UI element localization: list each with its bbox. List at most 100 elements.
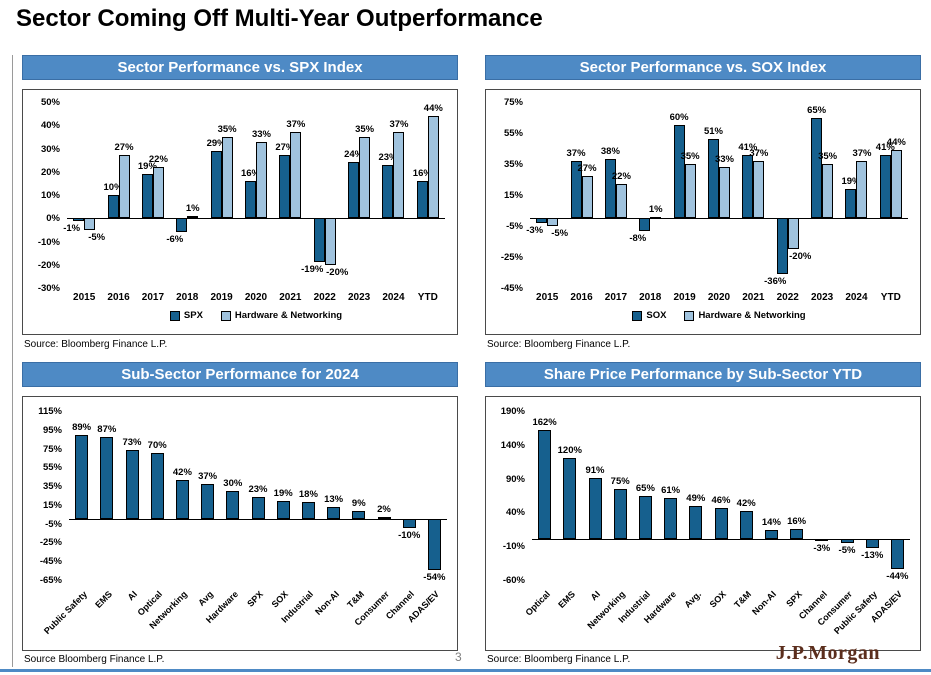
y-tick-label: 40% xyxy=(505,507,525,519)
x-category-label: 2017 xyxy=(604,292,628,303)
bar-value-label: 49% xyxy=(686,493,706,505)
bar xyxy=(125,450,139,519)
y-tick-label: 75% xyxy=(503,97,523,108)
bar xyxy=(393,132,405,219)
bar xyxy=(613,488,627,540)
y-tick-label: -5% xyxy=(506,221,523,232)
bar-value-label: 35% xyxy=(680,151,700,162)
chart-title-banner: Sector Performance vs. SPX Index xyxy=(22,55,458,80)
bar xyxy=(359,136,371,219)
x-axis-line xyxy=(532,539,910,540)
chart-canvas-spx: 50% 40% 30% 20% 10% 0% -10% -20% -30% -1% 10% 19% -6… xyxy=(23,90,457,334)
page-number: 3 xyxy=(455,650,462,664)
x-axis-line xyxy=(67,218,445,219)
bar-value-label: 30% xyxy=(223,477,243,489)
bar-value-label: 89% xyxy=(72,422,92,434)
y-tick-label: 15% xyxy=(503,190,523,201)
bar-value-label: -3% xyxy=(813,543,831,555)
bar xyxy=(776,218,788,275)
x-category-label: 2021 xyxy=(279,292,302,303)
bar xyxy=(187,215,199,219)
bar-value-label: 37% xyxy=(198,471,218,483)
chart-panel-subsector-2024: Sub-Sector Performance for 2024 115% 95% 7… xyxy=(22,362,458,665)
bar xyxy=(845,188,857,219)
x-category-label: 2015 xyxy=(73,292,96,303)
x-category-label: 2018 xyxy=(176,292,199,303)
chart-panel-subsector-ytd: Share Price Performance by Sub-Sector YT… xyxy=(485,362,921,665)
bar xyxy=(73,218,85,221)
y-tick-label: 20% xyxy=(40,166,60,178)
bar xyxy=(175,479,189,519)
bar xyxy=(118,155,130,219)
bar xyxy=(714,508,728,540)
bar-value-label: 37% xyxy=(749,147,769,159)
bar-value-label: 44% xyxy=(423,102,443,114)
bar-value-label: 42% xyxy=(172,466,192,478)
x-category-label: 2020 xyxy=(244,292,268,303)
bar-value-label: -10% xyxy=(398,530,421,542)
chart-frame: 50% 40% 30% 20% 10% 0% -10% -20% -30% -1% 10% 19% -6… xyxy=(22,89,458,335)
legend-swatch xyxy=(632,310,643,321)
bar xyxy=(753,160,765,219)
bar xyxy=(313,218,325,263)
bar xyxy=(152,167,164,219)
legend-label: Hardware & Networking xyxy=(234,310,343,321)
bar xyxy=(664,498,678,540)
bar xyxy=(538,429,552,540)
x-category-label: 2017 xyxy=(141,292,165,303)
y-tick-label: -60% xyxy=(502,575,525,586)
bar xyxy=(416,181,428,219)
bar xyxy=(708,139,719,219)
y-tick-label: -65% xyxy=(39,575,62,586)
bar-value-label: -5% xyxy=(551,228,569,239)
bar-value-label: 35% xyxy=(818,151,838,162)
bar xyxy=(301,502,315,519)
bar xyxy=(176,218,188,233)
bar-value-label: 41% xyxy=(875,141,895,153)
bar xyxy=(547,218,559,226)
chart-title-banner: Sub-Sector Performance for 2024 xyxy=(22,362,458,387)
bar-value-label: 37% xyxy=(389,119,409,131)
bar xyxy=(324,218,336,265)
y-tick-label: 10% xyxy=(40,190,60,201)
bar-value-label: 51% xyxy=(703,126,723,138)
chart-panel-spx: Sector Performance vs. SPX Index 50% 40% 3… xyxy=(22,55,458,355)
bar-value-label: -8% xyxy=(629,232,647,244)
bar xyxy=(840,539,854,543)
bar xyxy=(327,506,341,519)
bar-value-label: 35% xyxy=(217,123,237,135)
x-category-label: 2016 xyxy=(107,292,130,303)
bar-value-label: -1% xyxy=(63,222,81,234)
bar xyxy=(84,218,96,230)
y-tick-label: -10% xyxy=(502,541,525,553)
x-category-label: 2019 xyxy=(210,292,233,303)
x-category-label: 2022 xyxy=(313,292,336,303)
bar-value-label: 13% xyxy=(324,493,344,505)
bar xyxy=(764,529,778,540)
bar xyxy=(107,195,119,219)
bar-value-label: 18% xyxy=(298,489,318,501)
bar-value-label: 46% xyxy=(711,495,731,507)
bar-value-label: -3% xyxy=(526,224,544,236)
bar xyxy=(427,115,439,219)
x-category-label: YTD xyxy=(880,292,901,303)
y-tick-label: 55% xyxy=(42,462,62,474)
chart-legend: SPX Hardware & Networking xyxy=(67,310,445,321)
x-category-label: 2023 xyxy=(810,292,834,303)
bar xyxy=(402,518,416,529)
bar xyxy=(382,164,394,219)
bar xyxy=(890,150,902,219)
x-category-label: YTD xyxy=(417,292,438,303)
bar-value-label: 23% xyxy=(248,484,268,496)
x-category-label: 2018 xyxy=(639,292,662,303)
bar xyxy=(348,162,360,219)
bar-value-label: 44% xyxy=(886,137,906,149)
bar xyxy=(150,453,164,519)
y-tick-label: 35% xyxy=(42,481,62,493)
legend-swatch xyxy=(220,310,231,321)
chart-title-banner: Share Price Performance by Sub-Sector YT… xyxy=(485,362,921,387)
bar xyxy=(822,164,834,219)
y-tick-label: -25% xyxy=(500,252,523,263)
chart-title-banner: Sector Performance vs. SOX Index xyxy=(485,55,921,80)
